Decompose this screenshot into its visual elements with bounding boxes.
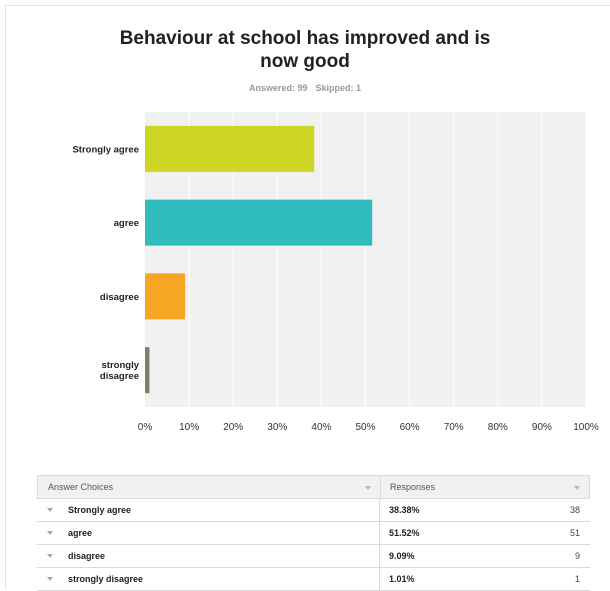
x-tick-label: 80% xyxy=(488,422,508,433)
answer-choice-cell: strongly disagree xyxy=(37,568,380,590)
category-label: disagree xyxy=(100,371,139,382)
category-label: disagree xyxy=(100,292,139,303)
response-cell: 9.09% 9 xyxy=(380,545,590,567)
table-row[interactable]: strongly disagree 1.01% 1 xyxy=(37,568,590,591)
x-tick-label: 100% xyxy=(573,422,599,433)
response-summary: Answered: 99 Skipped: 1 xyxy=(110,83,500,93)
answered-count: Answered: 99 xyxy=(248,83,308,93)
skipped-count: Skipped: 1 xyxy=(315,83,362,93)
responses-header[interactable]: Responses xyxy=(381,476,589,498)
answer-choice-cell: agree xyxy=(37,522,380,544)
expand-chevron-icon[interactable] xyxy=(47,554,53,558)
x-tick-label: 20% xyxy=(223,422,243,433)
x-tick-label: 10% xyxy=(179,422,199,433)
category-label: agree xyxy=(114,218,139,229)
table-row[interactable]: disagree 9.09% 9 xyxy=(37,545,590,568)
responses-table: Answer Choices Responses Strongly agree 3… xyxy=(37,475,590,591)
response-percent: 9.09% xyxy=(389,551,415,561)
x-tick-label: 40% xyxy=(311,422,331,433)
response-count: 1 xyxy=(574,574,580,584)
table-row[interactable]: Strongly agree 38.38% 38 xyxy=(37,499,590,522)
x-tick-label: 60% xyxy=(400,422,420,433)
response-count: 51 xyxy=(569,528,580,538)
bar-strongly-disagree[interactable] xyxy=(145,347,150,394)
sort-caret-icon[interactable] xyxy=(365,486,371,490)
response-cell: 1.01% 1 xyxy=(380,568,590,590)
answer-choice-label: disagree xyxy=(68,551,106,561)
bar-chart: Strongly agreeagreedisagreestronglydisag… xyxy=(72,112,599,433)
answer-choice-label: strongly disagree xyxy=(68,574,144,584)
sort-caret-icon[interactable] xyxy=(574,486,580,490)
response-percent: 51.52% xyxy=(389,528,420,538)
category-label: Strongly agree xyxy=(72,144,139,155)
response-percent: 1.01% xyxy=(389,574,415,584)
bar-strongly-agree[interactable] xyxy=(145,125,315,172)
response-percent: 38.38% xyxy=(389,505,420,515)
answer-choice-cell: disagree xyxy=(37,545,380,567)
response-count: 9 xyxy=(574,551,580,561)
answer-choices-header[interactable]: Answer Choices xyxy=(38,476,381,498)
chart-title: Behaviour at school has improved and is … xyxy=(119,28,491,72)
bar-disagree[interactable] xyxy=(145,273,186,320)
table-header: Answer Choices Responses xyxy=(37,475,590,499)
category-label: strongly xyxy=(102,360,140,371)
expand-chevron-icon[interactable] xyxy=(47,508,53,512)
bar-agree[interactable] xyxy=(145,199,373,246)
answer-choice-cell: Strongly agree xyxy=(37,499,380,521)
x-tick-label: 70% xyxy=(444,422,464,433)
answer-choice-label: agree xyxy=(68,528,93,538)
table-row[interactable]: agree 51.52% 51 xyxy=(37,522,590,545)
x-tick-label: 90% xyxy=(532,422,552,433)
response-cell: 38.38% 38 xyxy=(380,499,590,521)
answer-choice-label: Strongly agree xyxy=(68,505,132,515)
x-tick-label: 50% xyxy=(355,422,375,433)
response-cell: 51.52% 51 xyxy=(380,522,590,544)
chart-frame xyxy=(5,5,610,590)
x-tick-label: 30% xyxy=(267,422,287,433)
expand-chevron-icon[interactable] xyxy=(47,577,53,581)
expand-chevron-icon[interactable] xyxy=(47,531,53,535)
response-count: 38 xyxy=(569,505,580,515)
x-tick-label: 0% xyxy=(138,422,153,433)
